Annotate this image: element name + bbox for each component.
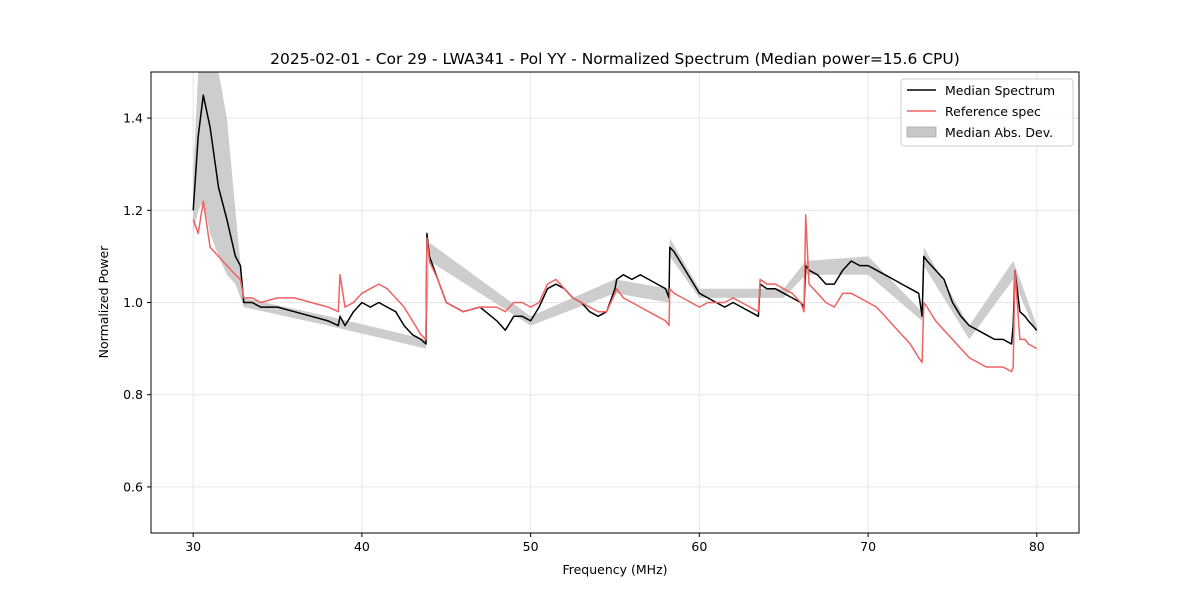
y-tick-label-0.8: 0.8 — [123, 387, 143, 402]
legend-label-reference: Reference spec — [945, 104, 1041, 119]
y-tick-label-1.2: 1.2 — [123, 203, 143, 218]
series-median-spectrum — [192, 94, 1038, 345]
x-tick-label-40: 40 — [354, 539, 370, 554]
series-reference-spec — [192, 200, 1038, 373]
x-tick-label-60: 60 — [691, 539, 707, 554]
x-tick-label-70: 70 — [860, 539, 876, 554]
y-tick-label-1.0: 1.0 — [123, 295, 143, 310]
x-tick-label-80: 80 — [1029, 539, 1045, 554]
legend-label-mad: Median Abs. Dev. — [945, 125, 1053, 140]
plot-area — [192, 72, 1038, 373]
chart-title: 2025-02-01 - Cor 29 - LWA341 - Pol YY - … — [270, 50, 960, 68]
x-tick-label-30: 30 — [185, 539, 201, 554]
x-axis-label: Frequency (MHz) — [562, 562, 667, 577]
y-tick-label-0.6: 0.6 — [123, 479, 143, 494]
y-tick-label-1.4: 1.4 — [123, 111, 143, 126]
x-tick-label-50: 50 — [523, 539, 539, 554]
legend: Median Spectrum Reference spec Median Ab… — [900, 78, 1074, 147]
legend-box — [900, 78, 1074, 147]
legend-swatch-mad — [906, 126, 937, 138]
axis-ticks: 30 40 50 60 70 80 0.6 0.8 1.0 1.2 1.4 — [123, 111, 1045, 554]
legend-label-median: Median Spectrum — [945, 83, 1055, 98]
y-axis-label: Normalized Power — [96, 245, 111, 359]
